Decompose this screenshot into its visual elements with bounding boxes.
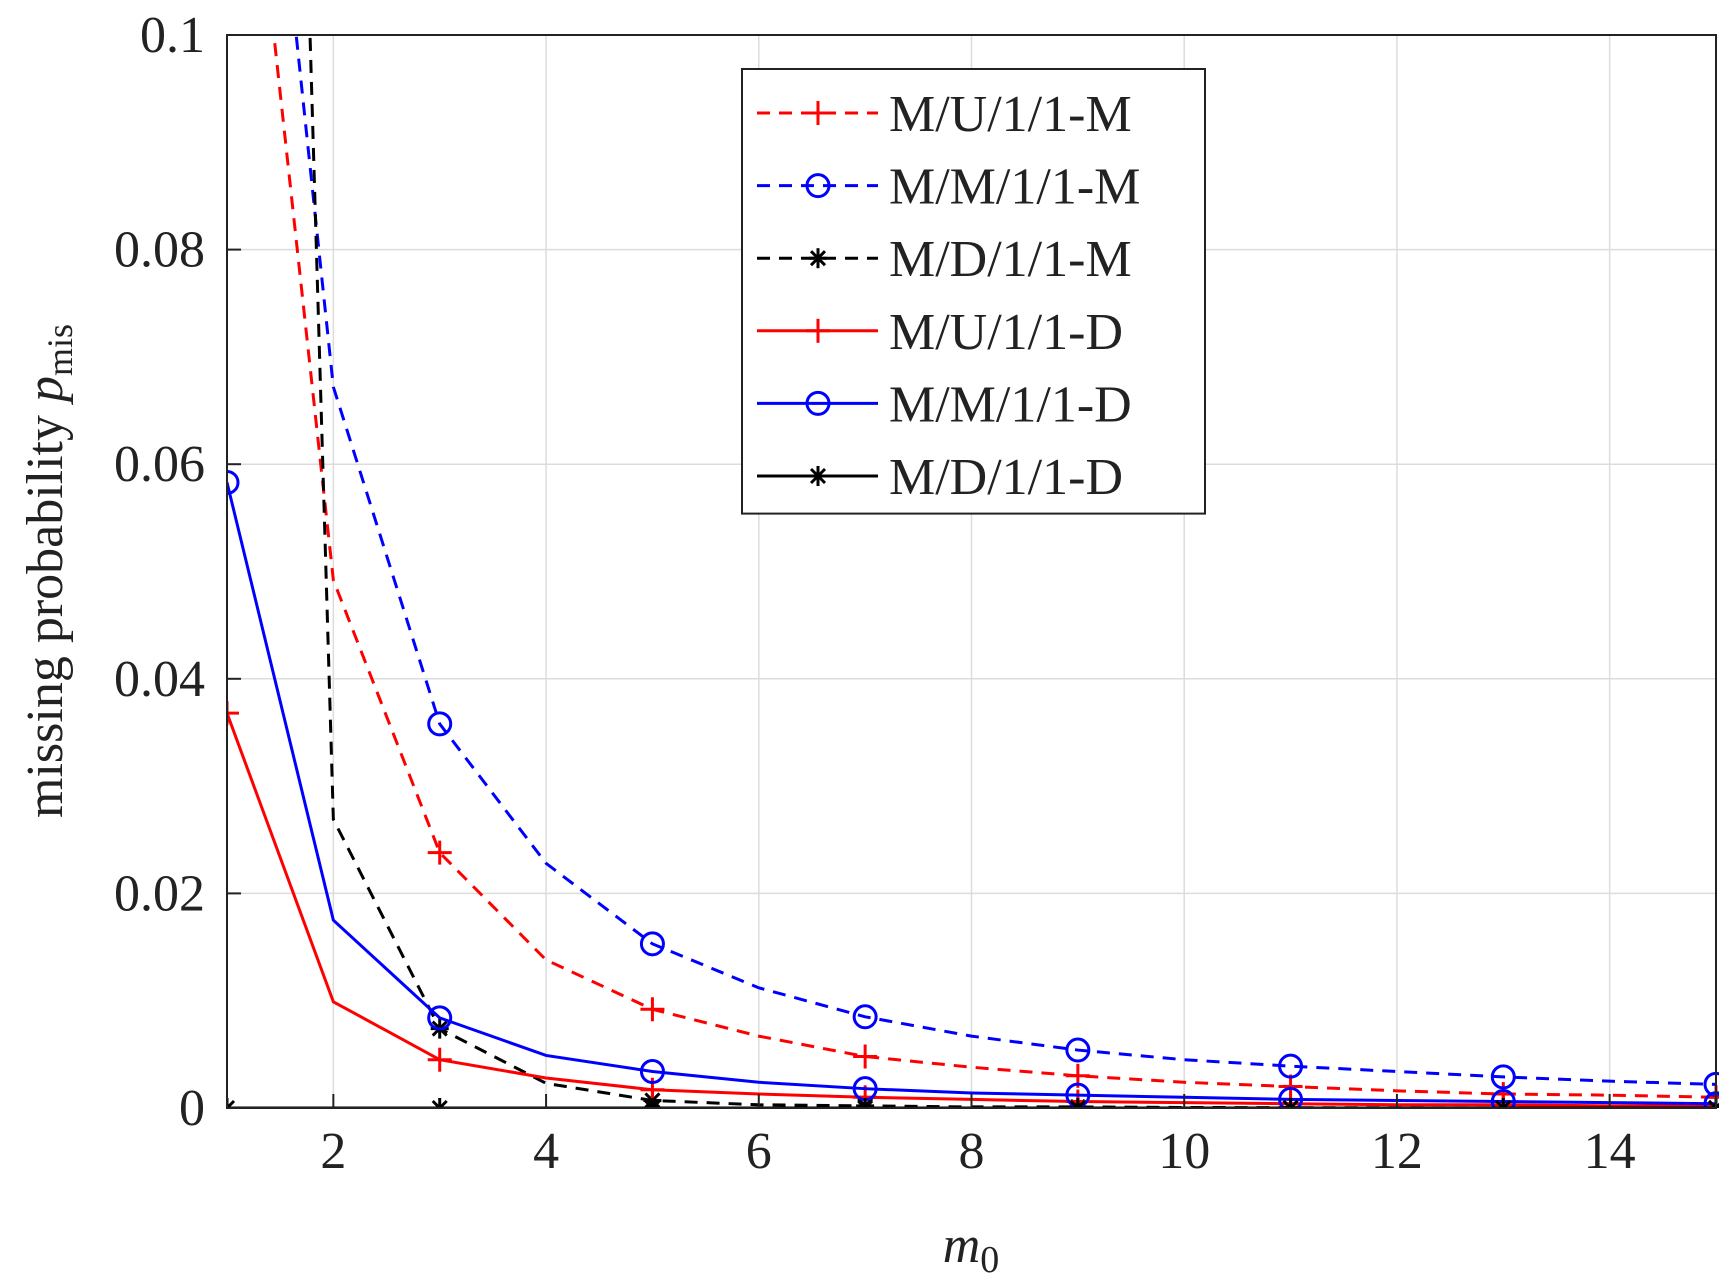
- x-tick-label: 4: [533, 1123, 559, 1180]
- marker: [227, 469, 240, 495]
- marker-circle: [427, 711, 453, 737]
- marker-stroke: [863, 1099, 874, 1108]
- marker: [427, 1047, 452, 1072]
- marker: [809, 466, 827, 486]
- marker-circle: [805, 173, 831, 199]
- x-tick-label: 6: [746, 1123, 772, 1180]
- marker: [427, 711, 453, 737]
- marker-stroke: [809, 467, 827, 485]
- marker-circle: [852, 1004, 878, 1030]
- marker-circle: [427, 1005, 453, 1031]
- marker-stroke: [1288, 1099, 1299, 1108]
- marker-circle: [227, 469, 240, 495]
- x-tick-label: 10: [1158, 1123, 1210, 1180]
- marker-circle: [1278, 1053, 1304, 1079]
- marker-circle: [1065, 1037, 1091, 1063]
- marker: [427, 1005, 453, 1031]
- y-tick-label: 0.08: [114, 222, 205, 279]
- marker-stroke: [1075, 1099, 1086, 1108]
- legend-box: [741, 68, 1206, 515]
- marker: [1068, 1098, 1087, 1108]
- marker: [805, 173, 831, 199]
- marker: [430, 1098, 449, 1108]
- x-tick-label: 14: [1584, 1123, 1636, 1180]
- marker-stroke: [1707, 1099, 1719, 1108]
- marker: [639, 931, 665, 957]
- legend-label: M/D/1/1-M: [889, 231, 1132, 288]
- marker-stroke: [1069, 1099, 1080, 1108]
- marker: [809, 248, 827, 269]
- marker: [806, 318, 830, 343]
- marker: [1065, 1037, 1091, 1063]
- series-line: [227, 482, 1717, 1106]
- marker-circle: [1490, 1089, 1516, 1108]
- legend-label: M/M/1/1-M: [889, 159, 1140, 216]
- marker: [853, 1044, 878, 1069]
- marker-stroke: [644, 1099, 655, 1108]
- marker-stroke: [1495, 1099, 1506, 1108]
- marker: [1494, 1098, 1513, 1108]
- marker: [640, 997, 665, 1022]
- y-tick-label: 0.04: [114, 651, 205, 708]
- marker-circle: [1278, 1086, 1304, 1108]
- legend-label: M/D/1/1-D: [889, 449, 1123, 506]
- marker-stroke: [857, 1099, 868, 1108]
- y-axis-label: missing probability pmis: [17, 324, 80, 818]
- x-tick-label: 8: [959, 1123, 985, 1180]
- y-label-text: missing probability: [17, 415, 74, 818]
- y-tick-label: 0: [179, 1080, 205, 1137]
- marker: [1278, 1086, 1304, 1108]
- legend-label: M/U/1/1-M: [889, 86, 1132, 143]
- x-label-subscript: 0: [980, 1239, 999, 1281]
- marker-stroke: [431, 1099, 442, 1108]
- legend-label: M/U/1/1-D: [889, 304, 1123, 361]
- axes: 0 0.02 0.04 0.06 0.08 0.1 2 4 6 8 10 12 14: [114, 7, 1717, 1180]
- y-tick-label: 0.1: [140, 7, 205, 64]
- marker: [1278, 1053, 1304, 1079]
- y-tick-label: 0.02: [114, 865, 205, 922]
- marker-circle: [805, 390, 831, 416]
- marker: [805, 390, 831, 416]
- marker-circle: [639, 1059, 665, 1085]
- marker: [1281, 1098, 1300, 1108]
- legend-label: M/M/1/1-D: [889, 376, 1132, 433]
- marker-stroke: [809, 250, 827, 267]
- marker: [1490, 1089, 1516, 1108]
- x-tick-label: 12: [1371, 1123, 1423, 1180]
- marker-stroke: [437, 1099, 448, 1108]
- legend: M/U/1/1-M M/M/1/1-M M/D/1/1-M M/U/1/1-D M/M/…: [741, 68, 1206, 515]
- marker: [227, 1098, 236, 1108]
- marker: [427, 840, 452, 865]
- x-label-symbol: m: [943, 1217, 981, 1274]
- series-line: [294, 35, 1717, 1086]
- marker: [1490, 1064, 1516, 1090]
- marker: [639, 1059, 665, 1085]
- y-label-symbol: p: [17, 376, 74, 406]
- marker-circle: [639, 931, 665, 957]
- x-tick-label: 2: [320, 1123, 346, 1180]
- series-line: [272, 35, 1717, 1099]
- axes-box: [226, 34, 1717, 1109]
- x-axis-label: m0: [943, 1217, 1000, 1281]
- y-tick-label: 0.06: [114, 436, 205, 493]
- marker: [227, 701, 239, 726]
- marker-stroke: [1501, 1099, 1512, 1108]
- marker: [852, 1004, 878, 1030]
- marker-stroke: [1282, 1099, 1293, 1108]
- marker: [856, 1098, 875, 1108]
- marker: [806, 101, 830, 125]
- marker-stroke: [227, 1099, 236, 1108]
- y-label-subscript: mis: [40, 324, 80, 376]
- marker-circle: [1490, 1064, 1516, 1090]
- marker-stroke: [650, 1099, 661, 1108]
- marker: [643, 1098, 662, 1108]
